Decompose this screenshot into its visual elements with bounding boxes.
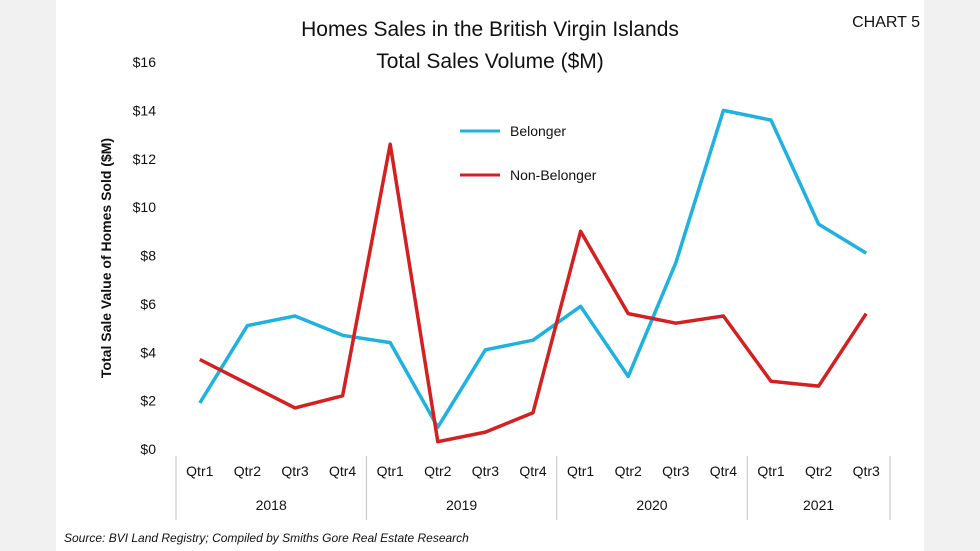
y-tick-label: $2 bbox=[140, 393, 156, 409]
x-tick-label: Qtr1 bbox=[757, 463, 784, 479]
x-group-label: 2018 bbox=[256, 497, 287, 513]
x-tick-label: Qtr2 bbox=[424, 463, 451, 479]
x-tick-label: Qtr3 bbox=[281, 463, 308, 479]
y-tick-label: $4 bbox=[140, 344, 156, 360]
x-tick-label: Qtr1 bbox=[377, 463, 404, 479]
series-lines bbox=[198, 108, 868, 444]
y-tick-label: $16 bbox=[133, 54, 157, 70]
x-tick-label: Qtr3 bbox=[853, 463, 880, 479]
series-line-non-belonger bbox=[199, 142, 868, 444]
x-tick-label: Qtr2 bbox=[234, 463, 261, 479]
x-tick-label: Qtr4 bbox=[710, 463, 737, 479]
series-line-belonger bbox=[198, 108, 868, 429]
source-note: Source: BVI Land Registry; Compiled by S… bbox=[64, 531, 469, 545]
x-tick-label: Qtr2 bbox=[805, 463, 832, 479]
chart-subtitle: Total Sales Volume ($M) bbox=[376, 50, 604, 73]
y-tick-label: $12 bbox=[133, 151, 157, 167]
line-chart: Homes Sales in the British Virgin Island… bbox=[64, 14, 920, 545]
legend-label-non-belonger: Non-Belonger bbox=[510, 167, 597, 183]
legend-label-belonger: Belonger bbox=[510, 123, 566, 139]
x-group-label: 2021 bbox=[803, 497, 834, 513]
y-tick-label: $14 bbox=[133, 102, 157, 118]
x-tick-label: Qtr2 bbox=[615, 463, 642, 479]
y-tick-label: $10 bbox=[133, 199, 157, 215]
x-tick-label: Qtr1 bbox=[186, 463, 213, 479]
y-axis-ticks: $0 $2 $4 $6 $8 $10 $12 $14 $16 bbox=[133, 54, 157, 457]
x-axis: Qtr1 Qtr2 Qtr3 Qtr4 Qtr1 Qtr2 Qtr3 Qtr4 Qtr1 Qtr2… bbox=[175, 456, 891, 520]
y-axis-label: Total Sale Value of Homes Sold ($M) bbox=[98, 138, 114, 378]
x-tick-label: Qtr3 bbox=[662, 463, 689, 479]
y-tick-label: $8 bbox=[140, 248, 156, 264]
y-tick-label: $6 bbox=[140, 296, 156, 312]
x-tick-label: Qtr4 bbox=[329, 463, 356, 479]
x-group-label: 2020 bbox=[636, 497, 667, 513]
x-tick-label: Qtr3 bbox=[472, 463, 499, 479]
chart-number-tag: CHART 5 bbox=[852, 14, 920, 31]
x-group-label: 2019 bbox=[446, 497, 477, 513]
y-tick-label: $0 bbox=[140, 441, 156, 457]
x-tick-label: Qtr4 bbox=[519, 463, 546, 479]
chart-frame: Homes Sales in the British Virgin Island… bbox=[56, 0, 924, 551]
chart-title: Homes Sales in the British Virgin Island… bbox=[301, 18, 679, 41]
legend: Belonger Non-Belonger bbox=[460, 123, 597, 183]
x-tick-label: Qtr1 bbox=[567, 463, 594, 479]
